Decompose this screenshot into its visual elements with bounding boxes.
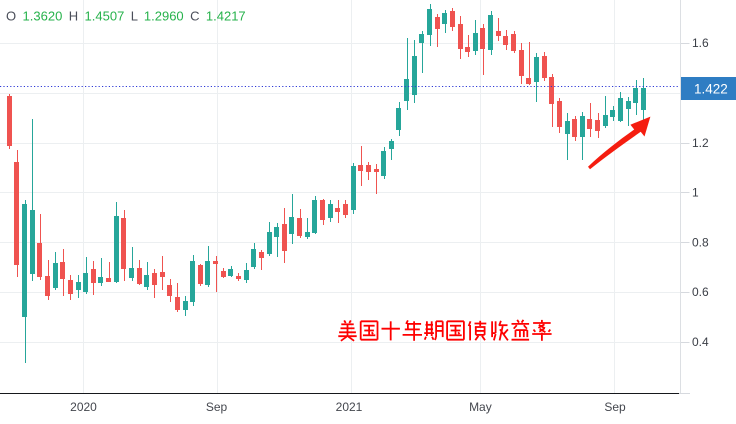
svg-text:0.4: 0.4 [692, 335, 709, 349]
svg-text:1.422: 1.422 [694, 82, 728, 97]
svg-text:0.6: 0.6 [692, 285, 709, 299]
svg-text:0.8: 0.8 [692, 235, 709, 249]
svg-text:2020: 2020 [70, 400, 97, 414]
svg-text:2021: 2021 [336, 400, 363, 414]
svg-text:1.6: 1.6 [692, 36, 709, 50]
svg-text:Sep: Sep [206, 400, 228, 414]
svg-text:May: May [469, 400, 492, 414]
svg-text:1.2: 1.2 [692, 136, 709, 150]
svg-text:1: 1 [692, 186, 699, 200]
svg-text:Sep: Sep [604, 400, 626, 414]
svg-text:O 1.3620 H 1.4507 L 1.2960 C 1: O 1.3620 H 1.4507 L 1.2960 C 1.4217 [6, 9, 246, 24]
